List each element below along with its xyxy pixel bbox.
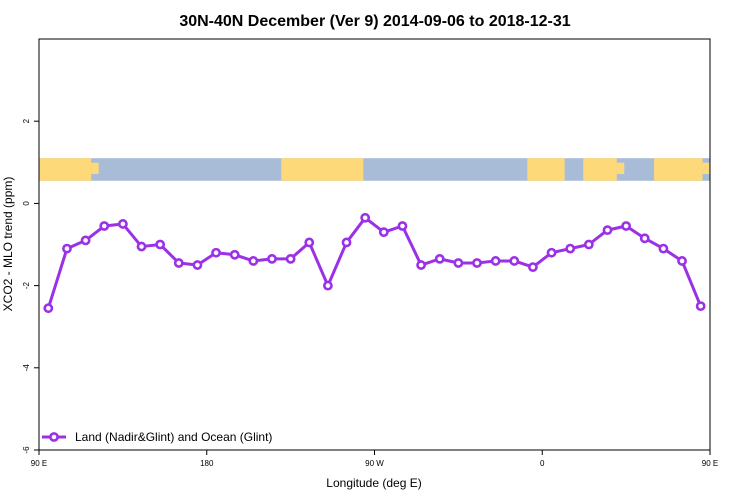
map-band-land xyxy=(281,158,364,181)
data-point xyxy=(155,239,166,250)
y-tick-label: 2 xyxy=(22,118,31,123)
data-point xyxy=(267,253,277,264)
data-point xyxy=(360,212,371,223)
x-tick-label: 0 xyxy=(540,459,545,468)
data-point xyxy=(323,280,333,291)
map-band-island xyxy=(616,162,625,175)
legend-label: Land (Nadir&Glint) and Ocean (Glint) xyxy=(75,430,272,444)
x-axis-label: Longitude (deg E) xyxy=(326,476,421,490)
map-band-land xyxy=(654,158,703,181)
data-point xyxy=(304,237,315,248)
data-point xyxy=(248,256,259,266)
data-point xyxy=(378,227,389,238)
data-point xyxy=(695,301,706,312)
x-axis: 90 E 180 90 W 0 90 E xyxy=(31,450,718,468)
map-band xyxy=(39,158,710,181)
data-point xyxy=(416,260,426,270)
map-band-island xyxy=(702,162,710,175)
x-tick-label: 90 W xyxy=(365,459,384,468)
map-band-land xyxy=(39,158,92,181)
data-point xyxy=(43,303,54,314)
y-axis: -6 -4 -2 0 2 xyxy=(22,118,39,454)
y-tick-label: -4 xyxy=(22,364,31,372)
data-point xyxy=(472,258,482,268)
data-point xyxy=(677,256,687,266)
data-point xyxy=(565,243,576,254)
data-point xyxy=(546,247,557,258)
data-point xyxy=(117,219,128,229)
y-tick-label: 0 xyxy=(22,201,31,206)
chart-title: 30N-40N December (Ver 9) 2014-09-06 to 2… xyxy=(179,13,570,30)
data-point xyxy=(173,258,184,268)
data-point xyxy=(99,221,110,231)
legend-marker xyxy=(49,432,59,442)
data-point xyxy=(453,258,464,268)
map-band-land xyxy=(583,158,617,181)
data-point xyxy=(397,221,408,231)
data-point xyxy=(509,256,520,266)
x-tick-label: 90 E xyxy=(31,459,47,468)
x-tick-label: 90 E xyxy=(702,459,718,468)
y-tick-label: -2 xyxy=(22,281,31,289)
data-point xyxy=(80,235,91,246)
map-band-land xyxy=(527,158,565,181)
series-layer xyxy=(43,212,706,314)
data-point xyxy=(434,253,445,264)
data-point xyxy=(490,256,501,266)
data-point xyxy=(583,239,594,250)
data-point xyxy=(285,253,296,264)
y-axis-label: XCO2 - MLO trend (ppm) xyxy=(1,177,15,312)
data-point xyxy=(528,262,538,273)
data-point xyxy=(602,225,613,236)
data-point xyxy=(341,237,352,248)
data-point xyxy=(211,247,221,258)
plot-frame xyxy=(38,38,711,451)
data-point xyxy=(229,249,240,260)
data-point xyxy=(639,233,650,244)
data-point xyxy=(136,241,147,252)
map-band-island xyxy=(91,162,99,175)
data-point xyxy=(192,260,203,270)
legend: Land (Nadir&Glint) and Ocean (Glint) xyxy=(42,430,272,444)
y-tick-label: -6 xyxy=(22,446,31,454)
x-tick-label: 180 xyxy=(200,459,214,468)
data-point xyxy=(658,243,669,254)
data-point xyxy=(62,243,72,254)
data-point xyxy=(621,221,632,231)
